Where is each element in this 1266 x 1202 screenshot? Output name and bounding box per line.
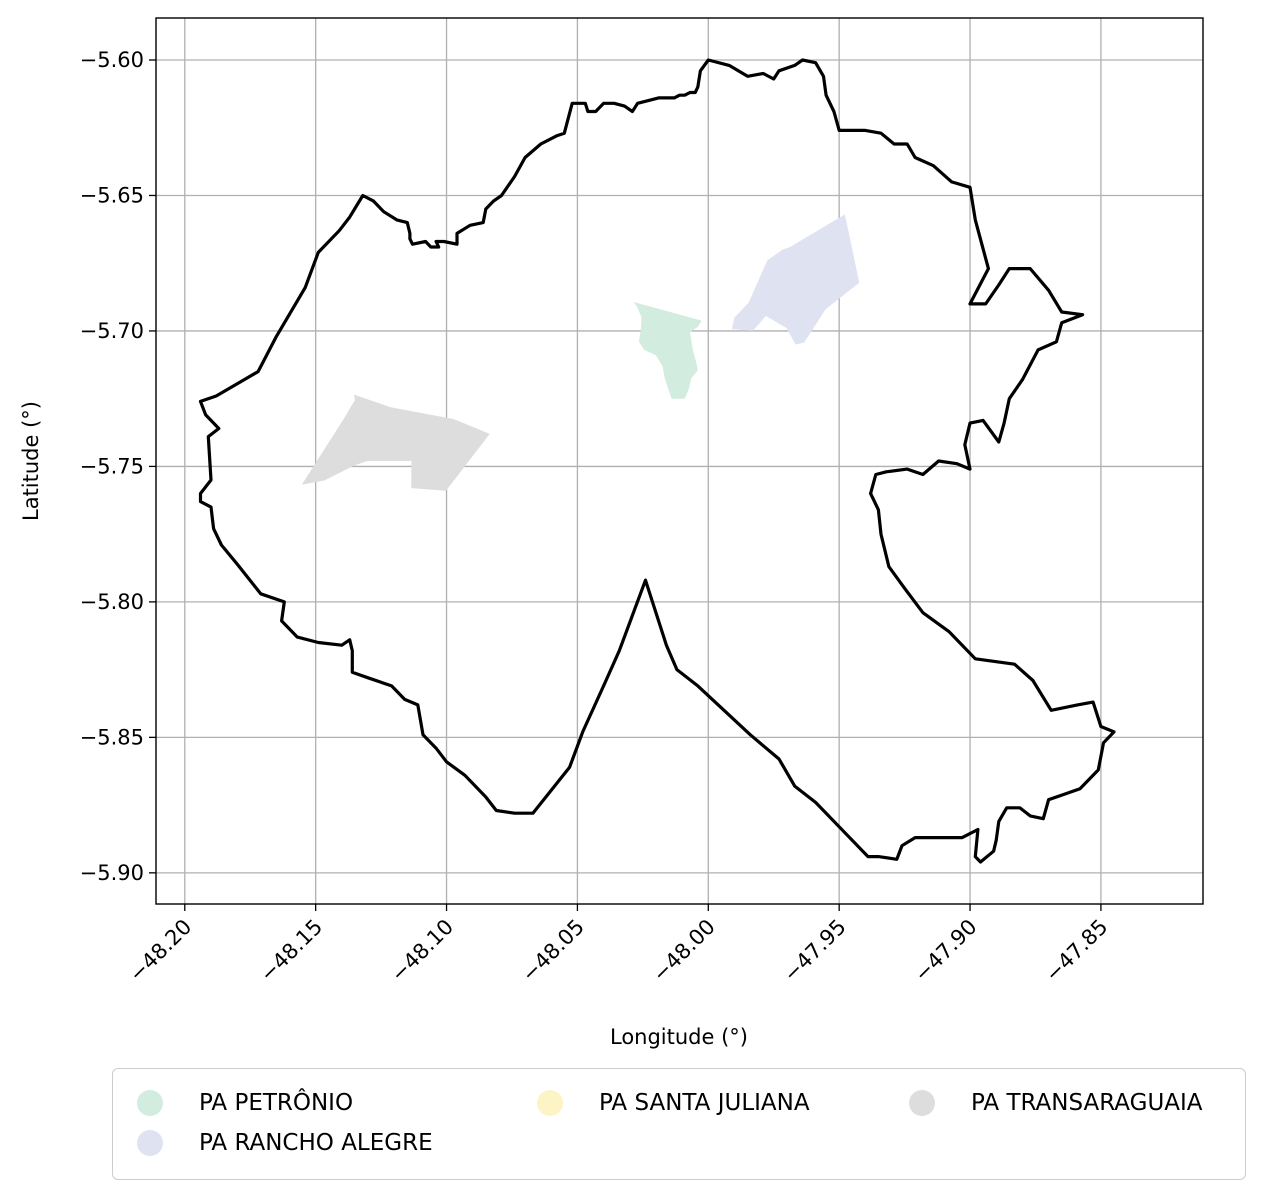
area-pa-rancho-alegre bbox=[731, 214, 860, 345]
y-axis-label: Latitude (°) bbox=[19, 401, 43, 521]
legend-marker-icon bbox=[909, 1090, 935, 1116]
y-tick-label: −5.75 bbox=[80, 454, 144, 478]
settlement-areas bbox=[301, 214, 860, 491]
x-axis-label: Longitude (°) bbox=[610, 1025, 748, 1049]
x-tick-label: −47.85 bbox=[1041, 915, 1113, 987]
legend-item-pa-rancho-alegre: PA RANCHO ALEGRE bbox=[137, 1128, 433, 1158]
legend-marker-icon bbox=[537, 1090, 563, 1116]
plot-frame bbox=[155, 17, 1204, 905]
y-tick-label: −5.65 bbox=[80, 183, 144, 207]
y-tick-label: −5.80 bbox=[80, 590, 144, 614]
x-tick-label: −48.00 bbox=[648, 915, 720, 987]
legend-label: PA RANCHO ALEGRE bbox=[199, 1130, 433, 1156]
y-tick-label: −5.85 bbox=[80, 725, 144, 749]
area-pa-petronio bbox=[633, 302, 702, 399]
legend-marker-icon bbox=[137, 1130, 163, 1156]
x-tick-label: −47.95 bbox=[779, 915, 851, 987]
legend-label: PA SANTA JULIANA bbox=[599, 1090, 810, 1116]
x-tick-label: −48.15 bbox=[255, 915, 327, 987]
x-tick-label: −47.90 bbox=[910, 915, 982, 987]
boundary-outline bbox=[198, 58, 1116, 864]
legend-label: PA TRANSARAGUAIA bbox=[971, 1090, 1203, 1116]
y-tick-label: −5.60 bbox=[80, 48, 144, 72]
y-tick-label: −5.90 bbox=[80, 861, 144, 885]
x-tick-label: −48.10 bbox=[386, 915, 458, 987]
legend-marker-icon bbox=[137, 1090, 163, 1116]
legend: PA PETRÔNIO PA RANCHO ALEGRE PA SANTA JU… bbox=[112, 1068, 1246, 1180]
municipality-boundary bbox=[198, 58, 1116, 864]
legend-item-pa-transaraguaia: PA TRANSARAGUAIA bbox=[909, 1088, 1203, 1118]
legend-item-pa-petronio: PA PETRÔNIO bbox=[137, 1088, 353, 1118]
legend-item-pa-santa-juliana: PA SANTA JULIANA bbox=[537, 1088, 810, 1118]
x-tick-label: −48.05 bbox=[517, 915, 589, 987]
y-tick-label: −5.70 bbox=[80, 319, 144, 343]
area-pa-transaraguaia bbox=[301, 394, 490, 491]
legend-label: PA PETRÔNIO bbox=[199, 1090, 354, 1116]
plot-background bbox=[156, 18, 1203, 904]
x-tick-label: −48.20 bbox=[124, 915, 196, 987]
